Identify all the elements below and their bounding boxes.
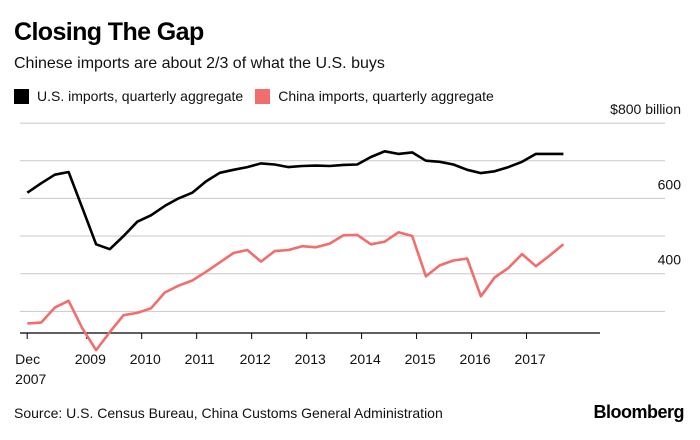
x-tick-label-2: 2010 bbox=[130, 351, 161, 367]
x-tick-label-7: 2015 bbox=[405, 351, 436, 367]
brand-logo: Bloomberg bbox=[593, 402, 684, 422]
x-tick-label-1: 2009 bbox=[75, 351, 106, 367]
china-imports-line bbox=[27, 231, 565, 352]
legend-label-china: China imports, quarterly aggregate bbox=[278, 88, 494, 104]
legend-label-us: U.S. imports, quarterly aggregate bbox=[37, 88, 244, 104]
us-imports-line bbox=[26, 150, 564, 251]
y-tick-label-400: 400 bbox=[658, 252, 682, 268]
x-tick-label-3: 2011 bbox=[185, 351, 215, 367]
x-tick-label-0: Dec bbox=[15, 351, 40, 367]
legend-item-us: U.S. imports, quarterly aggregate bbox=[14, 88, 243, 104]
legend-swatch-us bbox=[14, 88, 29, 104]
x-tick-label-0-line2: 2007 bbox=[15, 371, 46, 387]
x-tick-label-5: 2013 bbox=[295, 351, 326, 367]
chart-subtitle: Chinese imports are about 2/3 of what th… bbox=[14, 55, 385, 72]
chart-title: Closing The Gap bbox=[14, 18, 204, 46]
y-tick-label-800: $800 billion bbox=[610, 101, 681, 117]
legend: U.S. imports, quarterly aggregate China … bbox=[14, 88, 506, 104]
x-tick-label-4: 2012 bbox=[240, 351, 271, 367]
legend-item-china: China imports, quarterly aggregate bbox=[255, 88, 494, 104]
x-tick-label-8: 2016 bbox=[460, 351, 491, 367]
y-tick-label-600: 600 bbox=[658, 176, 682, 192]
source-note: Source: U.S. Census Bureau, China Custom… bbox=[14, 405, 443, 421]
x-tick-label-9: 2017 bbox=[515, 351, 546, 367]
x-tick-label-6: 2014 bbox=[350, 351, 381, 367]
legend-swatch-china bbox=[255, 88, 271, 104]
